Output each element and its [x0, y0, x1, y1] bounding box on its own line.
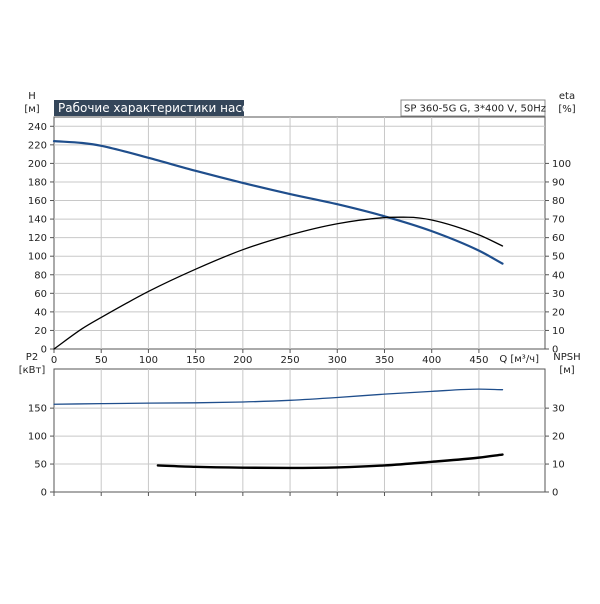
y-right-tick-label: 90 — [552, 177, 565, 188]
pump-info-text: SP 360-5G G, 3*400 V, 50Hz — [404, 104, 546, 115]
power-npsh-plot: 0 50 100 150 0 10 20 30 P2 [кВт] NPSH [м] — [19, 352, 581, 499]
y-left-tick-label: 180 — [28, 177, 47, 188]
y-right-tick-label: 60 — [552, 233, 565, 244]
y-left-tick-label: 200 — [28, 159, 47, 170]
x-tick-label: 100 — [139, 355, 158, 366]
pump-info: SP 360-5G G, 3*400 V, 50Hz — [400, 99, 546, 117]
plot-frame — [53, 368, 546, 493]
x-tick-label: 450 — [469, 355, 488, 366]
series-line-0 — [53, 388, 504, 405]
y-left-tick-label: 0 — [41, 345, 47, 356]
y-left-tick-label: 0 — [41, 488, 47, 499]
right-axis-label: NPSH — [553, 352, 580, 363]
y-left-tick-label: 60 — [34, 289, 47, 300]
series-line-1 — [53, 216, 504, 350]
plot-frame — [53, 116, 546, 350]
y-left-tick-label: 140 — [28, 215, 47, 226]
left-axis-label: P2 — [26, 352, 38, 363]
right-axis-label: eta — [559, 91, 575, 102]
y-left-tick-label: 150 — [28, 404, 47, 415]
y-left-tick-label: 240 — [28, 122, 47, 133]
series-line-1 — [156, 453, 504, 470]
y-right-tick-label: 80 — [552, 196, 565, 207]
left-axis-unit: [м] — [24, 104, 39, 115]
x-tick-label: 350 — [375, 355, 394, 366]
y-right-tick-label: 30 — [552, 404, 565, 415]
y-right-tick-label: 40 — [552, 270, 565, 281]
y-right-tick-label: 0 — [552, 345, 558, 356]
right-axis-unit: [м] — [559, 365, 574, 376]
y-right-tick-label: 50 — [552, 252, 565, 263]
chart-title-text: Рабочие характеристики насоса — [58, 101, 263, 115]
x-tick-label: 150 — [186, 355, 205, 366]
x-tick-label: 400 — [422, 355, 441, 366]
y-left-tick-label: 100 — [28, 432, 47, 443]
y-right-tick-label: 100 — [552, 159, 571, 170]
x-tick-label: 50 — [95, 355, 108, 366]
pump-info-background — [400, 99, 546, 117]
chart-title-background — [54, 100, 244, 116]
x-tick-label: 200 — [233, 355, 252, 366]
y-right-tick-label: 20 — [552, 432, 565, 443]
y-left-tick-label: 220 — [28, 140, 47, 151]
y-right-tick-label: 0 — [552, 488, 558, 499]
x-tick-label: 300 — [328, 355, 347, 366]
y-right-tick-label: 30 — [552, 289, 565, 300]
y-left-tick-label: 160 — [28, 196, 47, 207]
y-right-tick-label: 10 — [552, 460, 565, 471]
y-left-tick-label: 120 — [28, 233, 47, 244]
y-left-tick-label: 100 — [28, 252, 47, 263]
chart-title: Рабочие характеристики насоса — [54, 100, 263, 116]
x-axis-label: Q [м³/ч] — [499, 354, 539, 365]
series-line-0 — [52, 140, 504, 265]
performance-plot: 0 50 100 150 200 250 300 350 400 4500204060801001… — [24, 91, 575, 366]
y-left-tick-label: 40 — [34, 307, 47, 318]
y-left-tick-label: 80 — [34, 270, 47, 281]
x-tick-label: 0 — [51, 355, 57, 366]
y-left-tick-label: 20 — [34, 326, 47, 337]
y-right-tick-label: 10 — [552, 326, 565, 337]
left-axis-label: H — [28, 91, 36, 102]
left-axis-unit: [кВт] — [19, 365, 46, 376]
x-tick-label: 250 — [281, 355, 300, 366]
right-axis-unit: [%] — [558, 104, 575, 115]
y-right-tick-label: 70 — [552, 215, 565, 226]
y-left-tick-label: 50 — [34, 460, 47, 471]
y-right-tick-label: 20 — [552, 307, 565, 318]
